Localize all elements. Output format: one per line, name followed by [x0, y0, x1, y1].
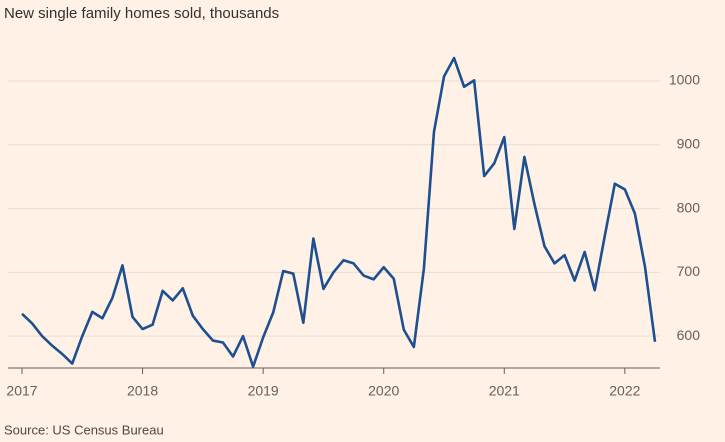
- x-tick-label: 2017: [6, 383, 37, 399]
- x-tick-label: 2020: [368, 383, 399, 399]
- y-tick-label: 1000: [669, 72, 700, 88]
- y-tick-label: 900: [677, 135, 701, 151]
- x-tick-label: 2018: [127, 383, 158, 399]
- y-tick-label: 700: [677, 263, 701, 279]
- x-tick-label: 2019: [248, 383, 279, 399]
- source: Source: US Census Bureau: [4, 422, 164, 437]
- line-series: [21, 56, 657, 369]
- chart-title: New single family homes sold, thousands: [4, 5, 279, 22]
- y-tick-label: 600: [677, 327, 701, 343]
- x-tick-label: 2021: [489, 383, 520, 399]
- x-tick-label: 2022: [609, 383, 640, 399]
- y-tick-label: 800: [677, 199, 701, 215]
